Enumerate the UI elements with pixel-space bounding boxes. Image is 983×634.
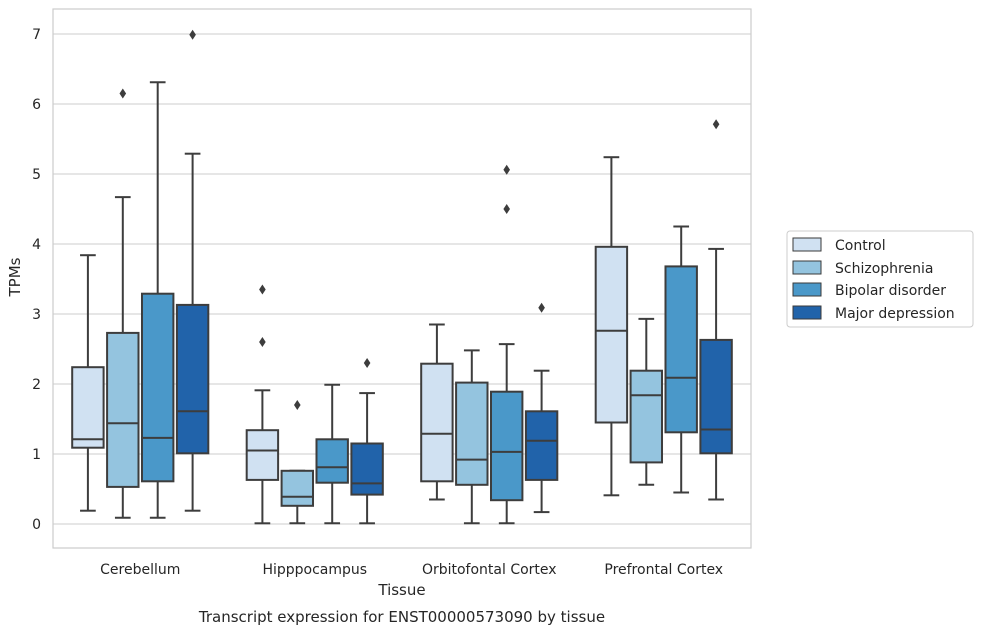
box-major-depression-orbitofontal-cortex [524,302,559,514]
legend-frame [786,230,974,328]
outlier-point [363,358,371,368]
y-tick-label: 0 [32,517,41,533]
box-bipolar-disorder-orbitofontal-cortex [489,164,524,525]
legend: Control Schizophrenia Bipolar disorder M… [786,230,974,328]
legend-label-schizophrenia: Schizophrenia [835,261,933,277]
box-schizophrenia-cerebellum [106,88,140,519]
box-iqr [594,245,629,424]
box-bipolar-disorder-cerebellum [140,81,175,519]
chart-caption: Transcript expression for ENST0000057309… [198,608,605,626]
box-iqr [420,362,454,483]
outlier-point [538,302,545,313]
box-iqr [245,429,280,481]
x-tick-label: Cerebellum [100,562,180,578]
box-iqr [315,438,349,484]
y-axis-ticks: 0 1 2 3 4 5 6 7 [32,27,41,533]
box-iqr [280,469,315,507]
legend-swatch-major-depression [792,305,822,320]
box-control-prefrontal-cortex [594,156,629,497]
y-tick-label: 7 [32,27,41,43]
y-tick-label: 4 [32,237,41,253]
outlier-point [259,337,266,347]
box-control-orbitofontal-cortex [420,323,454,501]
legend-label-major-depression: Major depression [835,306,955,322]
legend-swatch-bipolar-disorder [792,282,822,297]
y-tick-label: 5 [32,167,41,183]
box-iqr [140,292,175,483]
y-tick-label: 6 [32,97,41,113]
box-schizophrenia-orbitofontal-cortex [455,349,489,525]
outlier-point [503,204,510,214]
outlier-point [294,400,301,410]
box-iqr [71,366,105,449]
plot-area-frame [52,8,752,549]
box-control-hipppocampus [245,284,280,525]
x-tick-label: Hipppocampus [262,562,367,578]
box-bipolar-disorder-hipppocampus [315,383,349,525]
box-iqr [175,303,210,455]
box-iqr [455,381,489,486]
legend-label-control: Control [835,238,886,254]
boxes [71,29,733,525]
box-schizophrenia-prefrontal-cortex [629,317,664,486]
box-iqr [350,442,384,496]
box-iqr [524,410,559,481]
legend-swatch-schizophrenia [792,260,822,275]
box-iqr [489,390,524,502]
box-major-depression-hipppocampus [350,358,384,525]
box-bipolar-disorder-prefrontal-cortex [664,225,698,494]
x-axis-label: Tissue [377,581,425,599]
box-iqr [106,331,140,488]
box-iqr [664,265,698,434]
legend-swatch-control [792,237,822,252]
legend-label-bipolar-disorder: Bipolar disorder [835,283,946,299]
y-tick-label: 1 [32,447,41,463]
y-axis-label: TPMs [6,257,24,297]
box-iqr [629,369,664,464]
x-tick-label: Orbitofontal Cortex [422,562,557,578]
box-major-depression-prefrontal-cortex [699,119,733,501]
outlier-point [503,164,510,175]
box-control-cerebellum [71,254,105,512]
y-tick-label: 3 [32,307,41,323]
outlier-point [259,284,266,295]
x-tick-label: Prefrontal Cortex [604,562,723,578]
box-iqr [699,338,733,455]
y-tick-label: 2 [32,377,41,393]
box-major-depression-cerebellum [175,29,210,512]
x-axis-ticks: Cerebellum Hipppocampus Orbitofontal Corte… [100,562,723,578]
outlier-point [119,88,127,99]
outlier-point [712,119,720,130]
box-schizophrenia-hipppocampus [280,400,315,525]
outlier-point [189,29,196,40]
